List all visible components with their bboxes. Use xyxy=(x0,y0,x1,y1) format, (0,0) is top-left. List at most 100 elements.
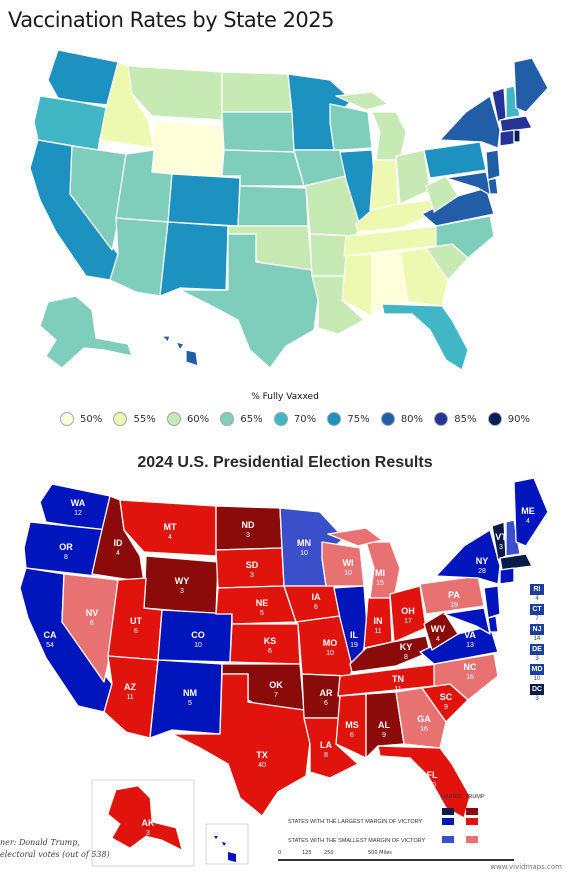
legend-item: 85% xyxy=(434,412,477,426)
side-state-ev-ct: 7 xyxy=(535,616,539,622)
legend-item-label: 75% xyxy=(347,413,370,425)
legend-item-label: 60% xyxy=(186,413,210,425)
state-label-ga: GA xyxy=(417,714,431,724)
state-nm xyxy=(159,221,229,297)
legend-swatch xyxy=(60,412,74,426)
state-label-fl: FL xyxy=(427,770,438,780)
state-ev-il: 19 xyxy=(350,642,358,649)
legend-swatch xyxy=(220,412,235,426)
state-ev-nm: 5 xyxy=(188,700,192,707)
state-ny xyxy=(439,95,501,149)
state-label-ar: AR xyxy=(320,688,333,698)
state-wy xyxy=(151,119,225,179)
hawaii-inset xyxy=(205,823,249,865)
state-label-pa: PA xyxy=(448,590,460,600)
key-harris-large xyxy=(442,808,454,815)
legend-item-label: 90% xyxy=(507,413,530,425)
legend-swatch xyxy=(113,412,128,426)
state-ev-la: 8 xyxy=(324,752,328,759)
state-ev-vt: 3 xyxy=(499,544,503,551)
state-label-mi: MI xyxy=(375,568,385,578)
state-ev-ok: 7 xyxy=(274,692,278,699)
key-harris: HARRIS xyxy=(441,794,462,800)
e-state-ak xyxy=(107,785,183,851)
e-state-nh xyxy=(505,519,521,557)
e-state-ct xyxy=(499,567,515,585)
e-state-nv xyxy=(61,573,119,683)
state-oh xyxy=(395,149,431,205)
state-ev-va: 13 xyxy=(466,642,474,649)
key-harris-small xyxy=(442,836,454,843)
state-me xyxy=(513,57,549,113)
state-in xyxy=(369,159,399,211)
legend-item: 60% xyxy=(166,412,210,426)
credit-line-1: ner: Donald Trump, xyxy=(0,838,80,847)
state-nd xyxy=(221,71,293,113)
e-state-mt xyxy=(119,499,217,557)
state-ev-ky: 8 xyxy=(404,654,408,661)
state-label-co: CO xyxy=(191,630,205,640)
state-ev-wy: 3 xyxy=(180,588,184,595)
state-label-ny: NY xyxy=(476,556,489,566)
state-label-wv: WV xyxy=(431,624,446,634)
state-label-ms: MS xyxy=(345,720,359,730)
side-state-nj: NJ xyxy=(530,624,544,635)
state-ev-pa: 19 xyxy=(450,602,458,609)
key-trump: TRUMP xyxy=(465,794,485,800)
state-ev-wi: 10 xyxy=(344,570,352,577)
state-ev-me: 4 xyxy=(526,518,530,525)
state-wi xyxy=(329,103,373,151)
legend-item: 90% xyxy=(487,412,530,426)
state-ev-or: 8 xyxy=(64,554,68,561)
state-ev-in: 11 xyxy=(374,628,381,635)
legend-swatch xyxy=(380,412,395,426)
state-label-sd: SD xyxy=(246,560,259,570)
side-state-ev-nj: 14 xyxy=(533,636,541,642)
e-state-wi xyxy=(321,541,365,587)
state-or xyxy=(33,95,109,151)
side-state-md: MD xyxy=(530,664,544,675)
state-nv xyxy=(69,145,127,251)
state-hi xyxy=(161,335,199,367)
legend-swatch xyxy=(434,412,449,426)
state-label-tx: TX xyxy=(256,750,268,760)
legend-item: 55% xyxy=(113,412,156,426)
vaccination-map xyxy=(29,49,549,371)
legend-item: 65% xyxy=(220,412,263,426)
legend-item: 50% xyxy=(60,412,102,426)
state-ev-ks: 6 xyxy=(268,648,272,655)
legend-item-label: 65% xyxy=(240,413,263,425)
legend-item-label: 70% xyxy=(293,413,317,425)
scale-125: 125 xyxy=(302,850,312,856)
legend-swatch xyxy=(166,412,181,426)
state-mt xyxy=(127,65,223,121)
state-label-ky: KY xyxy=(400,642,413,652)
credit-line-2: electoral votes (out of 538) xyxy=(0,850,110,859)
e-state-me xyxy=(513,477,549,547)
state-label-ia: IA xyxy=(312,592,322,602)
vaccination-title: Vaccination Rates by State 2025 xyxy=(8,8,335,32)
state-label-wy: WY xyxy=(175,576,190,586)
legend-item-label: 80% xyxy=(400,413,424,425)
legend-swatch xyxy=(327,412,342,426)
legend-label: % Fully Vaxxed xyxy=(251,392,319,402)
state-ev-tn: 11 xyxy=(394,686,401,693)
election-labels: WA12OR8CA54ID4NV6MT4WY3UT6AZ11CO10NM5ND3… xyxy=(44,498,535,837)
state-label-tn: TN xyxy=(392,674,404,684)
state-ev-co: 10 xyxy=(194,642,202,649)
legend-item: 70% xyxy=(273,412,317,426)
scale-500: 500 Miles xyxy=(368,850,392,856)
side-state-de: DE xyxy=(530,644,544,655)
state-ev-sc: 9 xyxy=(444,704,448,711)
state-label-sc: SC xyxy=(440,692,453,702)
e-state-ky xyxy=(349,635,431,673)
state-ev-fl: 30 xyxy=(428,782,436,789)
state-ev-nc: 16 xyxy=(466,674,474,681)
e-state-mi-up xyxy=(327,527,383,547)
state-label-ak: AK xyxy=(142,818,155,828)
state-label-id: ID xyxy=(114,538,124,548)
state-ev-mi: 15 xyxy=(376,580,384,587)
state-label-wa: WA xyxy=(71,498,86,508)
legend-item: 80% xyxy=(380,412,424,426)
state-md xyxy=(445,171,493,197)
